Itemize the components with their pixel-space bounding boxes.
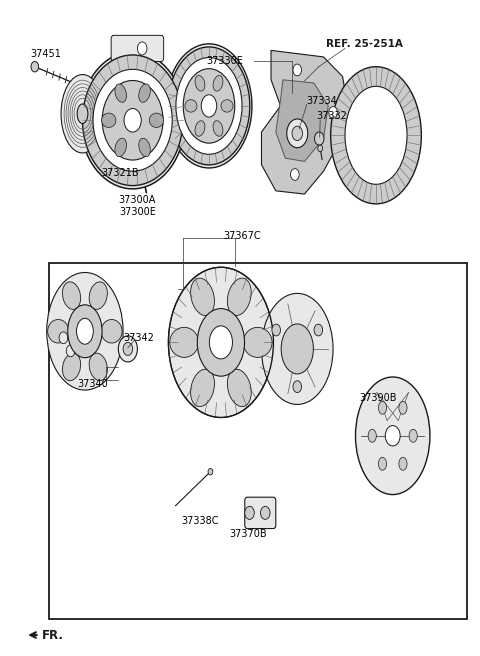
- Text: REF. 25-251A: REF. 25-251A: [325, 39, 403, 49]
- Circle shape: [66, 345, 75, 357]
- Circle shape: [59, 332, 68, 344]
- Ellipse shape: [368, 429, 376, 442]
- Ellipse shape: [409, 429, 417, 442]
- Circle shape: [314, 324, 323, 336]
- Ellipse shape: [115, 84, 127, 102]
- Text: 37300A: 37300A: [119, 195, 156, 205]
- Ellipse shape: [399, 401, 407, 414]
- Ellipse shape: [191, 278, 215, 316]
- Ellipse shape: [168, 267, 274, 417]
- Circle shape: [290, 169, 299, 180]
- Ellipse shape: [149, 113, 164, 127]
- Ellipse shape: [243, 327, 272, 358]
- Circle shape: [31, 62, 38, 72]
- Text: 37332: 37332: [316, 112, 347, 121]
- Circle shape: [318, 145, 323, 152]
- Ellipse shape: [201, 94, 216, 117]
- Circle shape: [137, 42, 147, 55]
- Ellipse shape: [213, 121, 223, 136]
- Text: 37342: 37342: [123, 333, 154, 343]
- Ellipse shape: [102, 113, 116, 127]
- Text: 37300E: 37300E: [119, 207, 156, 216]
- Text: 37321B: 37321B: [102, 167, 139, 178]
- Ellipse shape: [183, 69, 235, 143]
- Circle shape: [287, 119, 308, 148]
- Circle shape: [293, 64, 301, 76]
- Text: 37340: 37340: [78, 379, 108, 388]
- Text: FR.: FR.: [42, 628, 64, 642]
- Ellipse shape: [399, 457, 407, 470]
- Ellipse shape: [185, 100, 197, 112]
- Ellipse shape: [62, 353, 81, 380]
- Text: 37370B: 37370B: [230, 529, 267, 539]
- Ellipse shape: [168, 47, 250, 165]
- Circle shape: [118, 336, 137, 362]
- Ellipse shape: [378, 401, 386, 414]
- Ellipse shape: [101, 319, 122, 343]
- Polygon shape: [276, 80, 328, 161]
- Text: 37334: 37334: [306, 96, 336, 106]
- Ellipse shape: [117, 94, 129, 111]
- Text: 37338C: 37338C: [181, 516, 218, 525]
- Circle shape: [69, 319, 77, 331]
- Ellipse shape: [48, 319, 69, 343]
- Ellipse shape: [170, 327, 199, 358]
- Circle shape: [314, 132, 324, 145]
- Text: 37390B: 37390B: [360, 393, 397, 403]
- Ellipse shape: [221, 100, 233, 112]
- Ellipse shape: [89, 353, 108, 380]
- Circle shape: [245, 506, 254, 520]
- Ellipse shape: [100, 69, 146, 136]
- Ellipse shape: [76, 318, 93, 344]
- Circle shape: [124, 108, 141, 132]
- Ellipse shape: [345, 87, 407, 184]
- Text: 37451: 37451: [30, 49, 61, 58]
- Ellipse shape: [356, 377, 430, 495]
- Text: 37367C: 37367C: [223, 231, 261, 241]
- Ellipse shape: [83, 55, 183, 186]
- Ellipse shape: [195, 121, 205, 136]
- Text: 37330E: 37330E: [206, 56, 243, 66]
- Circle shape: [208, 468, 213, 475]
- Circle shape: [329, 106, 337, 118]
- Ellipse shape: [195, 75, 205, 91]
- Ellipse shape: [331, 67, 421, 204]
- Circle shape: [261, 506, 270, 520]
- Ellipse shape: [166, 44, 252, 168]
- Ellipse shape: [213, 75, 223, 91]
- Circle shape: [385, 426, 400, 446]
- Circle shape: [272, 324, 280, 336]
- Ellipse shape: [102, 81, 163, 160]
- Circle shape: [293, 380, 301, 392]
- Circle shape: [292, 126, 302, 140]
- FancyBboxPatch shape: [111, 35, 164, 62]
- Ellipse shape: [209, 326, 232, 359]
- Ellipse shape: [191, 369, 215, 407]
- Ellipse shape: [378, 457, 386, 470]
- FancyBboxPatch shape: [245, 497, 276, 529]
- Bar: [49, 262, 467, 619]
- Ellipse shape: [115, 138, 127, 157]
- Ellipse shape: [61, 75, 104, 153]
- Ellipse shape: [176, 58, 242, 154]
- Ellipse shape: [68, 305, 102, 358]
- Ellipse shape: [228, 278, 251, 316]
- Circle shape: [123, 342, 132, 356]
- Ellipse shape: [262, 293, 333, 405]
- Ellipse shape: [281, 324, 313, 374]
- Ellipse shape: [89, 282, 108, 310]
- Polygon shape: [262, 51, 348, 194]
- Ellipse shape: [62, 282, 81, 310]
- Ellipse shape: [139, 138, 150, 157]
- Ellipse shape: [197, 308, 244, 376]
- Ellipse shape: [93, 70, 172, 171]
- Ellipse shape: [139, 84, 150, 102]
- Ellipse shape: [228, 369, 251, 407]
- Ellipse shape: [80, 52, 185, 189]
- Ellipse shape: [47, 272, 123, 390]
- Ellipse shape: [77, 104, 88, 123]
